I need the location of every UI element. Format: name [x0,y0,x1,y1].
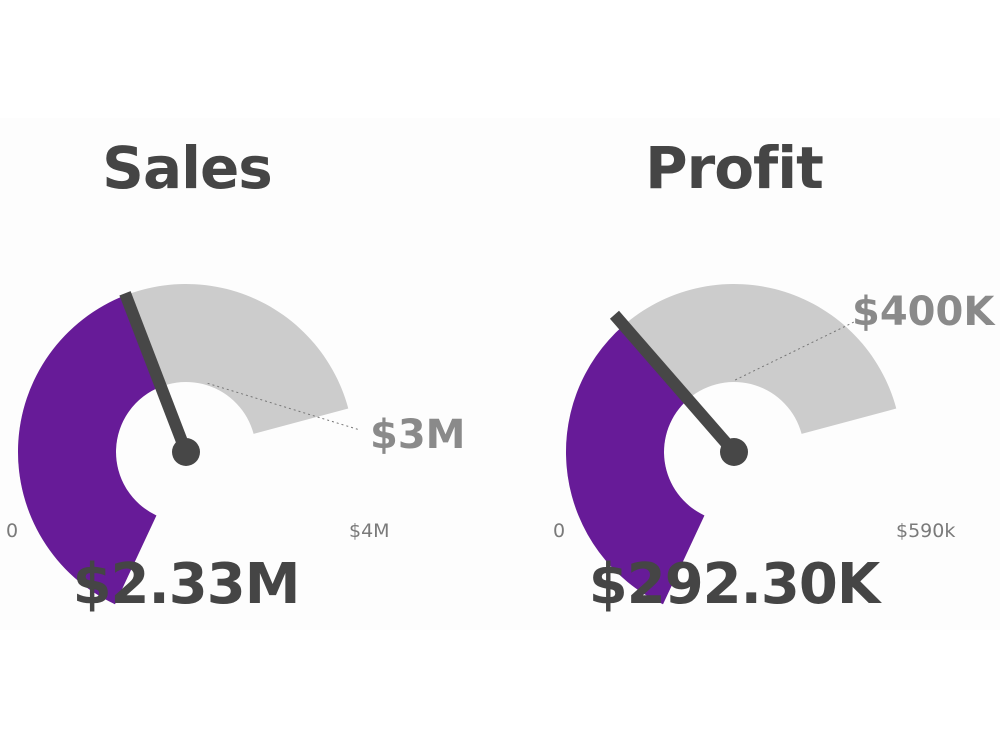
sales-min-label: 0 [6,520,18,542]
profit-min-label: 0 [553,520,565,542]
profit-needle [609,310,739,456]
sales-value: $2.33M [72,552,301,617]
sales-title: Sales [102,134,273,202]
sales-target-label: $3M [370,412,465,458]
sales-target-leader [207,382,361,431]
profit-needle-hub [720,438,748,466]
profit-target-leader [734,321,855,381]
profit-value: $292.30K [588,552,880,617]
sales-gauge-fill [17,295,161,605]
profit-gauge-fill [565,325,705,605]
sales-needle [119,291,192,455]
profit-target-label: $400K [852,289,996,335]
sales-max-label: $4M [349,520,390,542]
profit-max-label: $590k [896,520,955,542]
sales-needle-hub [172,438,200,466]
profit-title: Profit [645,134,824,202]
